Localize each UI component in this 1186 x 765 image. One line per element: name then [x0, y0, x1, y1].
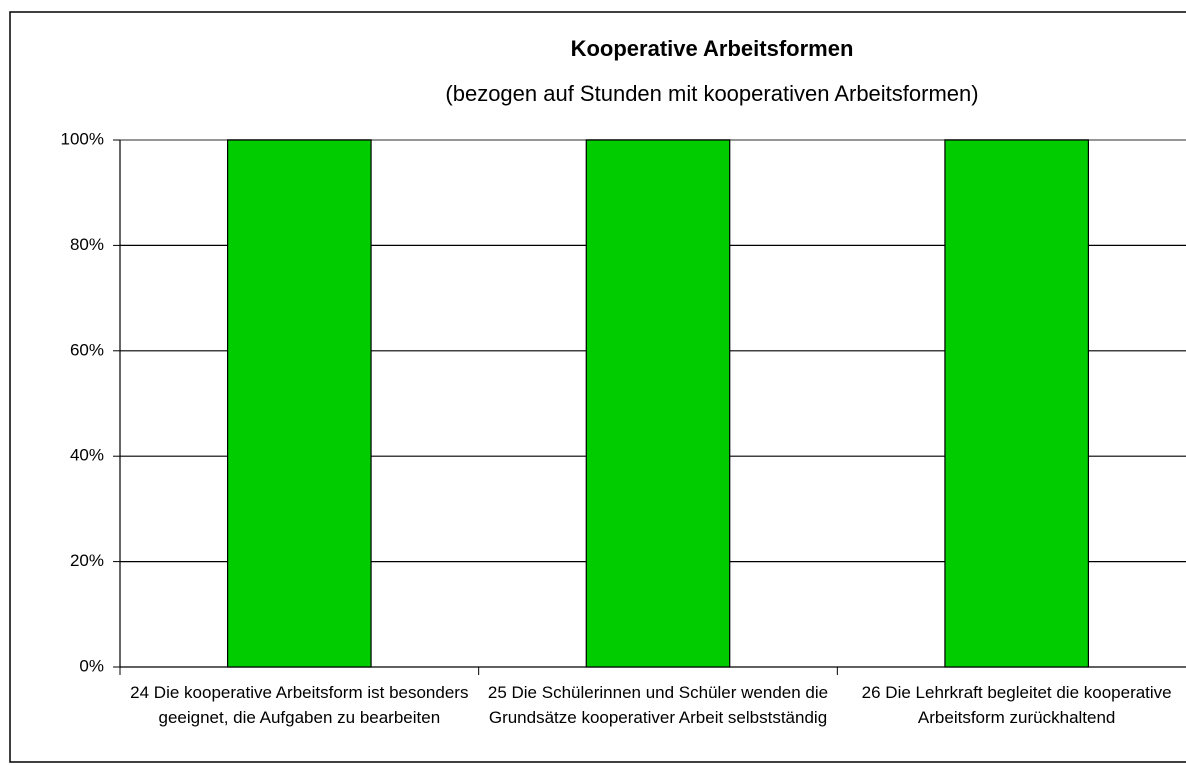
y-tick-label: 100% [61, 129, 104, 148]
y-tick-label: 0% [79, 656, 104, 675]
y-tick-label: 40% [70, 446, 104, 465]
x-tick-label: 25 Die Schülerinnen und Schüler wenden d… [487, 683, 829, 727]
chart-subtitle: (bezogen auf Stunden mit kooperativen Ar… [445, 81, 978, 106]
bar [944, 139, 1090, 668]
x-tick-label: 26 Die Lehrkraft begleitet die kooperati… [861, 683, 1172, 727]
bar [227, 139, 372, 668]
y-tick-label: 20% [70, 551, 104, 570]
x-tick-label: 24 Die kooperative Arbeitsform ist beson… [130, 683, 469, 727]
y-tick-label: 60% [70, 340, 104, 359]
chart-title: Kooperative Arbeitsformen [571, 36, 854, 61]
category-labels: 24 Die kooperative Arbeitsform ist beson… [11, 0, 1186, 762]
bar [585, 139, 731, 668]
y-tick-label: 80% [70, 235, 104, 254]
